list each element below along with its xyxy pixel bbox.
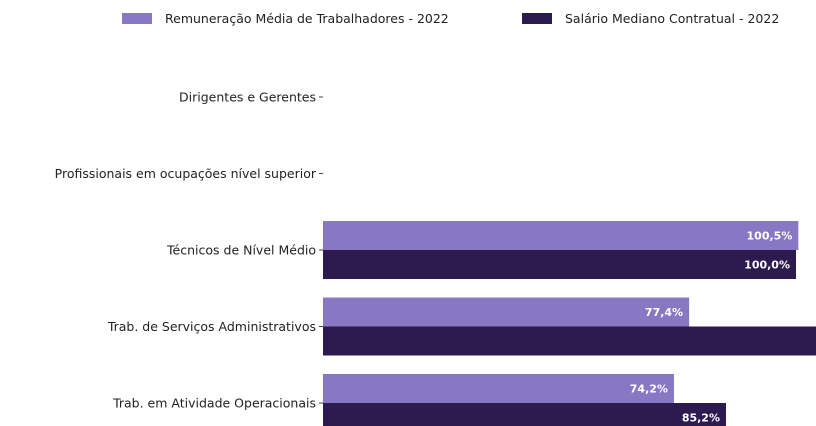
legend-label-1: Remuneração Média de Trabalhadores - 202… — [165, 11, 449, 26]
category-label-1: Dirigentes e Gerentes — [179, 90, 316, 105]
legend-swatch-1 — [122, 13, 152, 24]
bar-s2-c3 — [323, 250, 796, 279]
category-labels: Dirigentes e Gerentes Profissionais em oc… — [55, 90, 323, 411]
bar-s1-c5 — [323, 374, 674, 403]
bar-label-s1-c5: 74,2% — [630, 383, 668, 396]
legend: Remuneração Média de Trabalhadores - 202… — [122, 11, 779, 26]
legend-label-2: Salário Mediano Contratual - 2022 — [565, 11, 779, 26]
category-label-4: Trab. de Serviços Administrativos — [107, 319, 316, 334]
bar-s2-c5 — [323, 403, 726, 426]
bar-s1-c4 — [323, 297, 690, 327]
bar-s2-c4 — [323, 326, 816, 356]
category-label-3: Técnicos de Nível Médio — [166, 243, 316, 258]
bar-s1-c3 — [323, 221, 799, 250]
bars: 100,5% 77,4% 74,2% 100,0% 85,2% — [323, 221, 816, 426]
bar-label-s1-c4: 77,4% — [645, 306, 683, 319]
category-label-2: Profissionais em ocupações nível superio… — [55, 166, 317, 181]
bar-label-s2-c3: 100,0% — [744, 259, 790, 272]
bar-label-s2-c5: 85,2% — [682, 412, 720, 425]
category-label-5: Trab. em Atividade Operacionais — [112, 396, 316, 411]
legend-swatch-2 — [522, 13, 552, 24]
bar-label-s1-c3: 100,5% — [747, 230, 793, 243]
